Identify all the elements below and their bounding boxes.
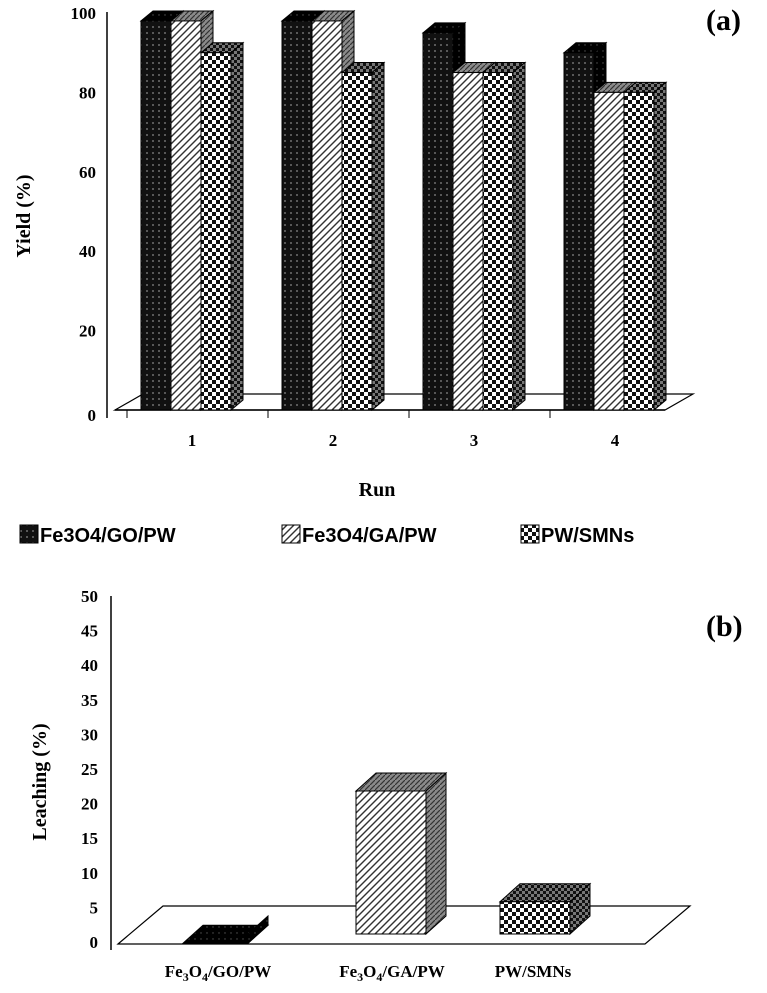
bar-run3-pw-smns [481,61,527,412]
legend-label-fe3o4-ga-pw: Fe3O4/GA/PW [302,525,437,547]
panel-a: (a) 0 20 40 60 80 100 1 2 3 4 Yield (%) Run Fe3O… [13,4,741,547]
legend-swatch-fe3o4-go-pw [19,524,39,544]
panel-a-bars [139,9,668,412]
bar-run1-pw-smns-side [230,41,244,412]
panel-b-y-tick-25: 25 [81,760,98,779]
bar-run3-fe3o4-go-pw-front [422,32,454,411]
bar-run1-pw-smns-front [200,52,232,411]
bar-run4-pw-smns-side [653,81,667,412]
panel-a-x-tick-4: 4 [611,431,620,450]
bar-fe3o4-ga-pw-side [425,771,447,936]
panel-a-y-tick-40: 40 [79,242,96,261]
panel-b-y-tick-15: 15 [81,829,98,848]
legend-label-fe3o4-go-pw: Fe3O4/GO/PW [40,525,176,547]
bar-fe3o4-go-pw-side [247,914,269,945]
panel-a-x-tick-3: 3 [470,431,479,450]
bar-pw-smns-front [499,901,571,935]
panel-b-y-tick-45: 45 [81,622,98,641]
panel-b-y-tick-20: 20 [81,795,98,814]
bar-run1-fe3o4-ga-pw-front [170,20,202,411]
panel-b-x-tick-fe3o4-go-pw: Fe3O4/GO/PW [165,962,271,984]
panel-a-y-axis-title: Yield (%) [13,174,35,257]
panel-b-y-tick-10: 10 [81,864,98,883]
panel-a-legend: Fe3O4/GO/PW Fe3O4/GA/PW PW/SMNs [19,524,634,547]
panel-b-y-tick-35: 35 [81,691,98,710]
bar-run4-fe3o4-go-pw-front [563,52,595,411]
panel-b-y-tick-40: 40 [81,656,98,675]
panel-a-y-tick-100: 100 [71,4,97,23]
bar-fe3o4-go-pw [181,914,270,945]
bar-run3-pw-smns-front [482,72,514,411]
panel-a-y-tick-80: 80 [79,83,96,102]
panel-b-y-tick-50: 50 [81,587,98,606]
bar-pw-smns [498,882,592,936]
panel-a-x-tick-1: 1 [188,431,197,450]
bar-run2-pw-smns-front [341,72,373,411]
panel-b-y-tick-0: 0 [90,933,99,952]
panel-b-bars [181,771,592,945]
bar-run4-pw-smns-front [623,91,655,411]
panel-b-y-axis-title: Leaching (%) [29,723,51,840]
panel-b-y-ticks: 0 5 10 15 20 25 30 35 40 45 50 [81,587,98,952]
panel-b-x-tick-pw-smns: PW/SMNs [495,962,572,981]
panel-b-y-tick-30: 30 [81,725,98,744]
bar-run2-fe3o4-ga-pw-front [311,20,343,411]
panel-a-x-axis-title: Run [359,479,396,501]
bar-run2-pw-smns [340,61,386,412]
legend-swatch-pw-smns [520,524,540,544]
panel-b-y-tick-5: 5 [90,898,99,917]
panel-a-y-tick-60: 60 [79,163,96,182]
bar-run4-fe3o4-ga-pw-front [593,91,625,411]
bar-run2-pw-smns-side [371,61,385,412]
bar-run3-pw-smns-side [512,61,526,412]
panel-b-x-ticks: Fe3O4/GO/PW Fe3O4/GA/PW PW/SMNs [165,962,572,984]
panel-a-x-ticks: 1 2 3 4 [126,410,620,450]
panel-b-x-tick-fe3o4-ga-pw: Fe3O4/GA/PW [339,962,445,984]
bar-run2-fe3o4-go-pw-front [281,20,313,411]
legend-swatch-fe3o4-ga-pw [281,524,301,544]
bar-fe3o4-ga-pw [354,771,448,936]
bar-run3-fe3o4-ga-pw-front [452,72,484,411]
legend-label-pw-smns: PW/SMNs [541,525,634,547]
bar-run4-pw-smns [622,81,668,412]
panel-a-y-ticks: 0 20 40 60 80 100 [71,4,97,425]
panel-a-x-tick-2: 2 [329,431,338,450]
bar-run1-fe3o4-go-pw-front [140,20,172,411]
panel-a-y-tick-0: 0 [88,406,97,425]
panel-a-y-tick-20: 20 [79,322,96,341]
bar-run1-pw-smns [199,41,245,412]
panel-b-label: (b) [706,610,743,643]
panel-a-label: (a) [706,4,741,37]
bar-fe3o4-ga-pw-front [355,790,427,935]
